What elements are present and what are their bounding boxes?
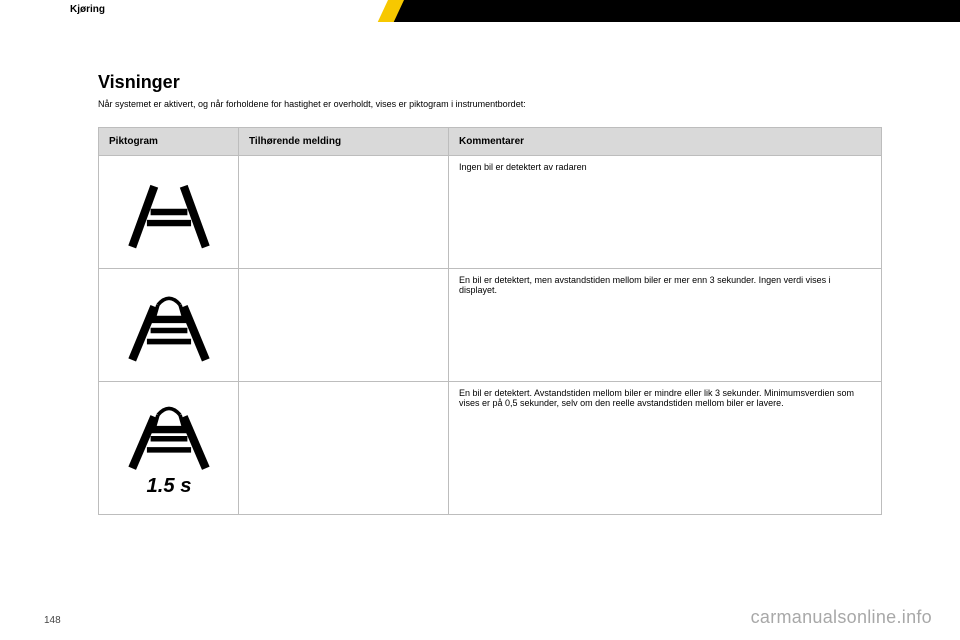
subtitle: Når systemet er aktivert, og når forhold… (98, 99, 882, 109)
page-title: Visninger (98, 72, 882, 93)
lane-empty-icon (123, 166, 215, 258)
lane-car-icon (123, 279, 215, 371)
comment-cell: En bil er detektert. Avstandstiden mello… (449, 382, 882, 515)
table-head: Piktogram Tilhørende melding Kommentarer (99, 128, 882, 156)
section-label: Kjøring (70, 4, 105, 15)
top-bar (0, 0, 960, 22)
lane-car-time-icon: 1.5 s (123, 392, 215, 504)
info-table: Piktogram Tilhørende melding Kommentarer (98, 127, 882, 515)
picto-cell: 1.5 s (99, 382, 239, 515)
table-row: En bil er detektert, men avstandstiden m… (99, 269, 882, 382)
msg-cell (239, 269, 449, 382)
topbar-right (388, 0, 960, 22)
page: Kjøring Visninger Når systemet er aktive… (0, 0, 960, 640)
table-header-row: Piktogram Tilhørende melding Kommentarer (99, 128, 882, 156)
msg-cell (239, 382, 449, 515)
msg-cell (239, 156, 449, 269)
th-kommentarer: Kommentarer (449, 128, 882, 156)
picto-cell (99, 269, 239, 382)
watermark: carmanualsonline.info (751, 607, 932, 628)
table-row: Ingen bil er detektert av radaren (99, 156, 882, 269)
table-body: Ingen bil er detektert av radaren (99, 156, 882, 515)
picto-cell (99, 156, 239, 269)
picto-time-label: 1.5 s (146, 475, 191, 497)
comment-cell: Ingen bil er detektert av radaren (449, 156, 882, 269)
comment-cell: En bil er detektert, men avstandstiden m… (449, 269, 882, 382)
content: Visninger Når systemet er aktivert, og n… (98, 72, 882, 515)
topbar-left (0, 0, 388, 22)
page-number: 148 (44, 615, 61, 626)
table-row: 1.5 s En bil er detektert. Avstandstiden… (99, 382, 882, 515)
th-piktogram: Piktogram (99, 128, 239, 156)
th-melding: Tilhørende melding (239, 128, 449, 156)
